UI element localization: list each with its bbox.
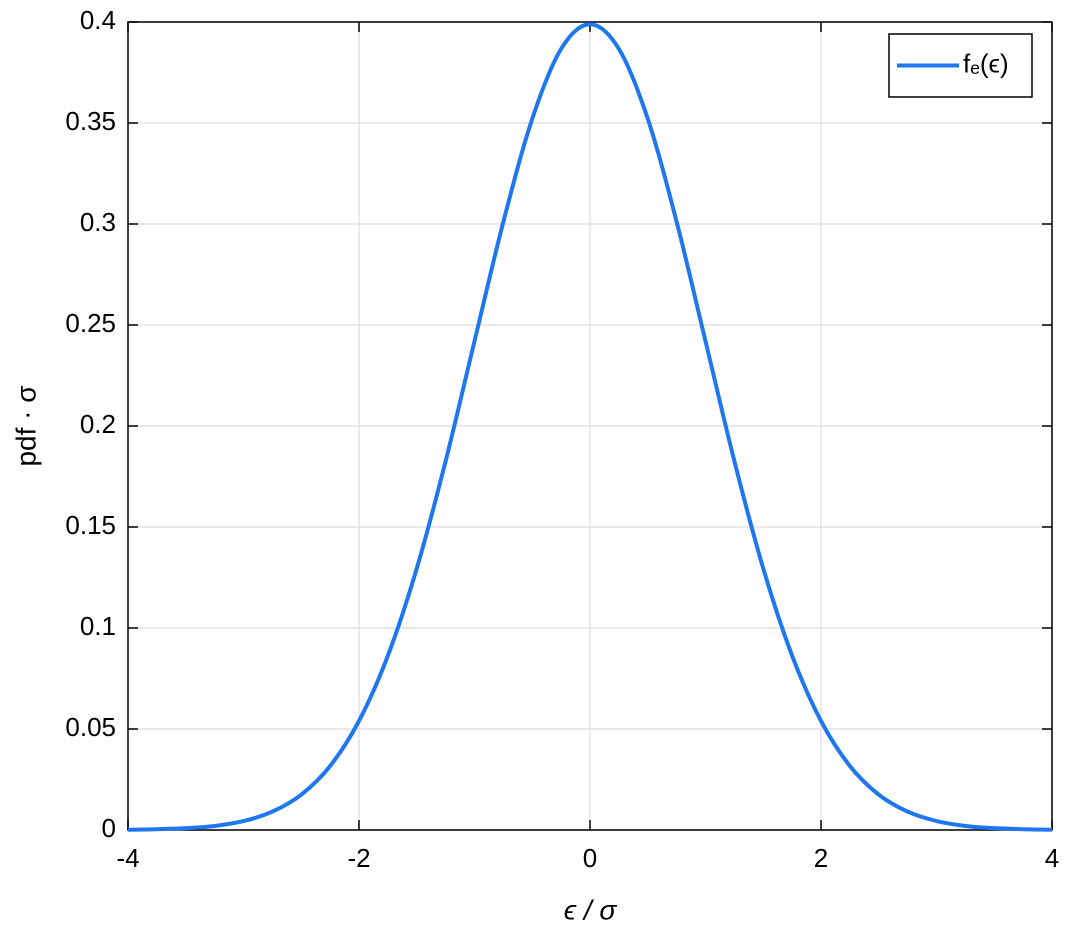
x-tick-label: 2 [814,843,828,873]
y-tick-label: 0.3 [80,207,116,237]
x-axis-label: ϵ / σ [564,894,618,925]
y-tick-label: 0.35 [65,106,116,136]
y-tick-label: 0 [102,813,116,843]
x-tick-label: -4 [116,843,139,873]
x-tick-label: 4 [1045,843,1059,873]
x-tick-label: 0 [583,843,597,873]
legend-label: fₑ(ϵ) [963,48,1009,78]
y-tick-label: 0.05 [65,712,116,742]
plot-frame [127,21,1053,831]
y-tick-label: 0.15 [65,510,116,540]
y-tick-label: 0.1 [80,611,116,641]
x-tick-label: -2 [347,843,370,873]
y-tick-label: 0.2 [80,409,116,439]
y-tick-label: 0.25 [65,308,116,338]
y-axis-label: pdf · σ [10,385,41,466]
line-series [127,22,1053,832]
y-tick-label: 0.4 [80,5,116,35]
